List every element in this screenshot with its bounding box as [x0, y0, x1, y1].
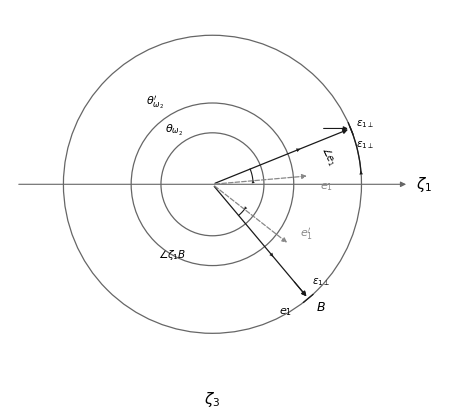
Text: $\theta_{\omega_2}'$: $\theta_{\omega_2}'$ [146, 94, 164, 112]
Text: $e_1'$: $e_1'$ [300, 226, 313, 242]
Text: $\zeta_1$: $\zeta_1$ [415, 175, 431, 194]
Text: $\zeta_3$: $\zeta_3$ [204, 390, 220, 409]
Text: $\theta_{\omega_2}$: $\theta_{\omega_2}$ [165, 123, 183, 137]
Text: $\angle\zeta_1 B$: $\angle\zeta_1 B$ [157, 248, 185, 262]
Text: $e_1$: $e_1$ [320, 181, 333, 193]
Text: $e_1$: $e_1$ [278, 307, 291, 318]
Text: $\angle e_1$: $\angle e_1$ [317, 144, 338, 169]
Text: $\varepsilon_{1\perp}$: $\varepsilon_{1\perp}$ [355, 119, 373, 130]
Text: $\varepsilon_{1\perp}$: $\varepsilon_{1\perp}$ [355, 139, 373, 151]
Text: $\varepsilon_{1\perp}$: $\varepsilon_{1\perp}$ [312, 276, 330, 288]
Text: $B$: $B$ [316, 301, 326, 314]
